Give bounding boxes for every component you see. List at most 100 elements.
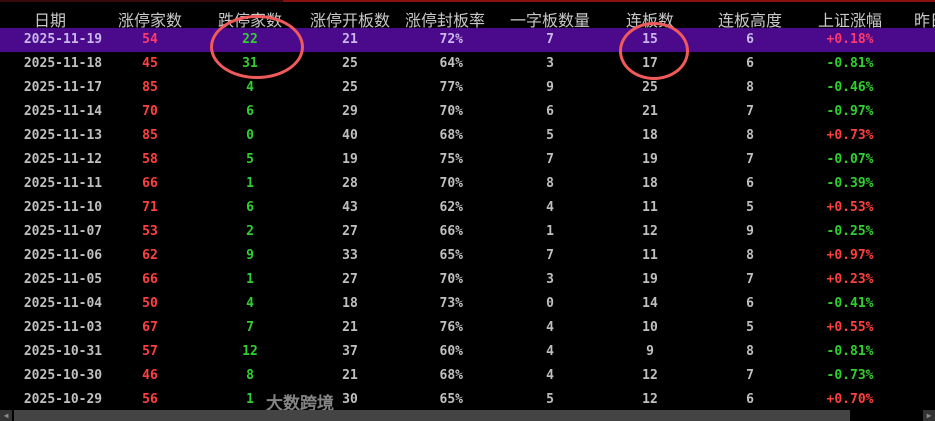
header-col-date[interactable]: 日期 xyxy=(33,11,67,30)
table-row[interactable]: 2025-11-18 45 31 25 64% 3 17 6 -0.81% xyxy=(0,52,935,76)
cell-consecutive: 19 xyxy=(642,272,658,287)
cell-up-limit: 56 xyxy=(142,392,158,407)
table-row[interactable]: 2025-11-03 67 7 21 76% 4 10 5 +0.55% xyxy=(0,316,935,340)
table-row[interactable]: 2025-11-06 62 9 33 65% 7 11 8 +0.97% xyxy=(0,244,935,268)
cell-up-limit: 66 xyxy=(142,272,158,287)
cell-sh-change: +0.23% xyxy=(826,272,874,287)
cell-up-limit: 45 xyxy=(142,56,158,71)
cell-date: 2025-11-17 xyxy=(23,80,103,95)
cell-opened: 30 xyxy=(342,392,358,407)
table-row[interactable]: 2025-11-13 85 0 40 68% 5 18 8 +0.73% xyxy=(0,124,935,148)
table-row[interactable]: 2025-10-29 56 1 30 65% 5 12 6 +0.70% xyxy=(0,388,935,412)
table-row[interactable]: 2025-11-04 50 4 18 73% 0 14 6 -0.41% xyxy=(0,292,935,316)
cell-one-word: 0 xyxy=(546,296,554,311)
table-row[interactable]: 2025-11-19 54 22 21 72% 7 15 6 +0.18% xyxy=(0,28,935,52)
cell-down-limit: 12 xyxy=(242,344,258,359)
cell-one-word: 8 xyxy=(546,176,554,191)
cell-date: 2025-10-29 xyxy=(23,392,103,407)
cell-up-limit: 54 xyxy=(142,32,158,47)
cell-seal-rate: 73% xyxy=(439,296,463,311)
cell-date: 2025-11-06 xyxy=(23,248,103,263)
cell-sh-change: -0.81% xyxy=(826,344,874,359)
cell-sh-change: -0.25% xyxy=(826,224,874,239)
cell-date: 2025-11-14 xyxy=(23,104,103,119)
cell-sh-change: +0.53% xyxy=(826,200,874,215)
cell-down-limit: 8 xyxy=(246,368,254,383)
cell-seal-rate: 65% xyxy=(439,248,463,263)
cell-consecutive: 12 xyxy=(642,392,658,407)
cell-one-word: 4 xyxy=(546,368,554,383)
cell-sh-change: -0.39% xyxy=(826,176,874,191)
cell-down-limit: 2 xyxy=(246,224,254,239)
table-row[interactable]: 2025-11-17 85 4 25 77% 9 25 8 -0.46% xyxy=(0,76,935,100)
cell-height: 8 xyxy=(746,128,754,143)
header-col-yesterday[interactable]: 昨日 xyxy=(913,11,935,30)
cell-one-word: 6 xyxy=(546,104,554,119)
cell-opened: 25 xyxy=(342,80,358,95)
cell-up-limit: 85 xyxy=(142,128,158,143)
cell-down-limit: 7 xyxy=(246,320,254,335)
cell-opened: 28 xyxy=(342,176,358,191)
cell-height: 6 xyxy=(746,296,754,311)
cell-opened: 21 xyxy=(342,32,358,47)
cell-height: 5 xyxy=(746,320,754,335)
table-row[interactable]: 2025-10-30 46 8 21 68% 4 12 7 -0.73% xyxy=(0,364,935,388)
cell-seal-rate: 68% xyxy=(439,128,463,143)
cell-seal-rate: 68% xyxy=(439,368,463,383)
cell-date: 2025-11-11 xyxy=(23,176,103,191)
cell-date: 2025-11-04 xyxy=(23,296,103,311)
scrollbar-thumb[interactable] xyxy=(14,410,850,421)
cell-down-limit: 0 xyxy=(246,128,254,143)
cell-opened: 37 xyxy=(342,344,358,359)
header-col-seal-rate[interactable]: 涨停封板率 xyxy=(404,11,486,30)
table-row[interactable]: 2025-11-12 58 5 19 75% 7 19 7 -0.07% xyxy=(0,148,935,172)
cell-sh-change: +0.18% xyxy=(826,32,874,47)
cell-opened: 19 xyxy=(342,152,358,167)
cell-seal-rate: 60% xyxy=(439,344,463,359)
header-col-opened[interactable]: 涨停开板数 xyxy=(309,11,391,30)
cell-seal-rate: 76% xyxy=(439,320,463,335)
cell-down-limit: 4 xyxy=(246,296,254,311)
top-border-accent xyxy=(283,0,935,2)
cell-seal-rate: 70% xyxy=(439,104,463,119)
cell-height: 6 xyxy=(746,176,754,191)
cell-seal-rate: 70% xyxy=(439,272,463,287)
cell-date: 2025-10-31 xyxy=(23,344,103,359)
cell-sh-change: -0.81% xyxy=(826,56,874,71)
cell-date: 2025-11-12 xyxy=(23,152,103,167)
annotation-circle-consecutive xyxy=(619,22,689,80)
cell-down-limit: 6 xyxy=(246,200,254,215)
cell-up-limit: 62 xyxy=(142,248,158,263)
cell-date: 2025-10-30 xyxy=(23,368,103,383)
table-row[interactable]: 2025-11-10 71 6 43 62% 4 11 5 +0.53% xyxy=(0,196,935,220)
scroll-left-arrow-icon[interactable]: ◀ xyxy=(0,410,12,421)
header-col-sh-change[interactable]: 上证涨幅 xyxy=(817,11,883,30)
table-row[interactable]: 2025-10-31 57 12 37 60% 4 9 8 -0.81% xyxy=(0,340,935,364)
cell-one-word: 4 xyxy=(546,344,554,359)
cell-opened: 21 xyxy=(342,368,358,383)
horizontal-scrollbar[interactable]: ◀ ▶ xyxy=(0,410,935,421)
cell-consecutive: 14 xyxy=(642,296,658,311)
cell-sh-change: +0.73% xyxy=(826,128,874,143)
header-col-one-word[interactable]: 一字板数量 xyxy=(509,11,591,30)
cell-consecutive: 18 xyxy=(642,176,658,191)
cell-seal-rate: 65% xyxy=(439,392,463,407)
cell-height: 9 xyxy=(746,224,754,239)
cell-date: 2025-11-19 xyxy=(23,32,103,47)
header-col-up-limit[interactable]: 涨停家数 xyxy=(117,11,183,30)
cell-one-word: 5 xyxy=(546,392,554,407)
cell-down-limit: 5 xyxy=(246,152,254,167)
cell-opened: 21 xyxy=(342,320,358,335)
table-row[interactable]: 2025-11-14 70 6 29 70% 6 21 7 -0.97% xyxy=(0,100,935,124)
table-header: 日期涨停家数跌停家数涨停开板数涨停封板率一字板数量连板数连板高度上证涨幅昨日 xyxy=(0,3,935,30)
cell-up-limit: 58 xyxy=(142,152,158,167)
watermark-logo: 大数跨境 xyxy=(266,394,334,414)
table-row[interactable]: 2025-11-05 66 1 27 70% 3 19 7 +0.23% xyxy=(0,268,935,292)
header-col-height[interactable]: 连板高度 xyxy=(717,11,783,30)
cell-seal-rate: 75% xyxy=(439,152,463,167)
cell-down-limit: 6 xyxy=(246,104,254,119)
scroll-right-arrow-icon[interactable]: ▶ xyxy=(923,410,935,421)
table-row[interactable]: 2025-11-11 66 1 28 70% 8 18 6 -0.39% xyxy=(0,172,935,196)
cell-height: 6 xyxy=(746,392,754,407)
table-row[interactable]: 2025-11-07 53 2 27 66% 1 12 9 -0.25% xyxy=(0,220,935,244)
